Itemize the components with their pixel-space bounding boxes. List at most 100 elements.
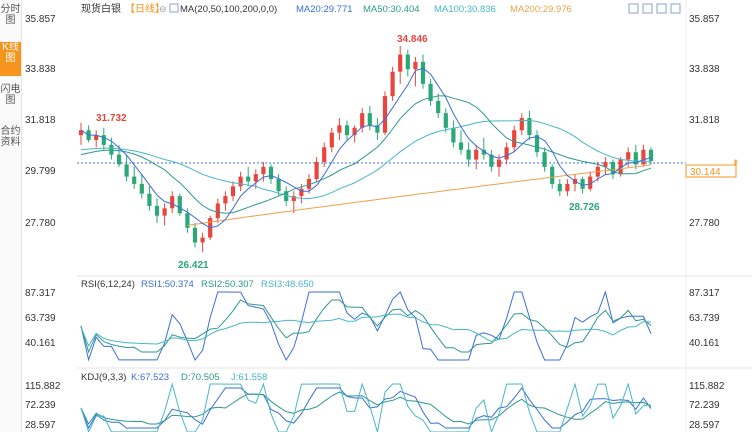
candle[interactable] [466, 149, 471, 160]
candle[interactable] [352, 127, 357, 136]
candle[interactable] [648, 149, 654, 161]
layout-icon[interactable] [642, 3, 653, 14]
candle[interactable] [223, 196, 228, 204]
tab-kline-chart[interactable]: K线图 [0, 42, 21, 76]
candle[interactable] [603, 161, 608, 167]
annotation-left-high: 31.732 [96, 113, 127, 124]
candle[interactable] [618, 159, 623, 175]
candle[interactable] [367, 113, 372, 126]
candle[interactable] [641, 149, 646, 165]
candle[interactable] [116, 154, 122, 165]
period-dropdown-icon[interactable]: ⊖ [159, 4, 167, 14]
candle[interactable] [390, 71, 395, 97]
price-tick-right: 27.780 [689, 218, 720, 229]
rsi-tick-right: 40.161 [689, 338, 720, 349]
candle[interactable] [154, 205, 160, 216]
settings-icon[interactable] [670, 3, 681, 14]
fullscreen-icon[interactable] [628, 3, 639, 14]
candle[interactable] [580, 179, 585, 189]
candle[interactable] [436, 100, 441, 114]
candle[interactable] [322, 147, 327, 162]
kdj-j-value: J:61.558 [231, 372, 267, 383]
price-tick-right: 35.857 [689, 14, 720, 25]
candle[interactable] [253, 174, 258, 182]
ma-label: MA(20,50,100,200,0,0) [180, 4, 277, 15]
candle[interactable] [565, 183, 570, 192]
candle[interactable] [337, 125, 342, 133]
candle[interactable] [398, 54, 403, 72]
kdj-d-value: D:70.505 [181, 372, 220, 383]
candle[interactable] [299, 188, 304, 197]
candle[interactable] [633, 152, 638, 165]
rsi-title: RSI(6,12,24) [81, 279, 135, 290]
kline-chart[interactable]: 现货白银 【日线】 ⊖ MA(20,50,100,200,0,0) MA20:2… [21, 0, 752, 432]
rsi-tick-right: 63.739 [689, 313, 720, 324]
candle[interactable] [474, 149, 479, 160]
candle[interactable] [329, 132, 334, 148]
candle[interactable] [94, 135, 99, 140]
candle[interactable] [443, 113, 448, 128]
candle[interactable] [314, 161, 319, 180]
candle[interactable] [132, 176, 137, 184]
tab-flash-chart[interactable]: 闪电图 [0, 84, 21, 106]
candle[interactable] [557, 183, 562, 192]
candle[interactable] [428, 83, 433, 101]
candle[interactable] [162, 208, 167, 216]
candle[interactable] [382, 96, 388, 133]
candle[interactable] [527, 118, 532, 136]
candle[interactable] [588, 176, 593, 189]
candle[interactable] [284, 191, 289, 201]
candle[interactable] [360, 113, 365, 128]
rsi-tick-left: 63.739 [25, 313, 56, 324]
price-tick-left: 27.780 [25, 218, 56, 229]
candle[interactable] [306, 179, 312, 189]
candle[interactable] [200, 237, 205, 243]
candle[interactable] [268, 166, 274, 180]
candle[interactable] [344, 125, 350, 136]
candle[interactable] [261, 166, 266, 175]
candle[interactable] [124, 164, 129, 177]
candle[interactable] [504, 147, 509, 160]
candle[interactable] [230, 186, 236, 197]
candle[interactable] [458, 142, 464, 150]
candle[interactable] [177, 196, 182, 214]
kdj-tick-left: 115.882 [25, 381, 61, 392]
candle[interactable] [542, 152, 547, 167]
price-tick-left: 33.838 [25, 64, 56, 75]
candle[interactable] [451, 127, 456, 143]
candle[interactable] [610, 161, 616, 175]
candle[interactable] [519, 118, 524, 131]
candle[interactable] [185, 213, 190, 228]
candle[interactable] [78, 130, 84, 136]
candle[interactable] [496, 159, 502, 167]
candle[interactable] [550, 166, 555, 184]
candle[interactable] [276, 179, 281, 192]
price-tick-left: 35.857 [25, 14, 56, 25]
candle[interactable] [215, 203, 220, 219]
candle[interactable] [420, 61, 426, 84]
candle[interactable] [626, 152, 631, 160]
candle[interactable] [170, 196, 175, 209]
candle[interactable] [101, 135, 106, 145]
candle[interactable] [413, 61, 418, 70]
tab-minute-chart[interactable]: 分时图 [0, 4, 21, 26]
kdj-tick-right: 115.882 [689, 381, 725, 392]
period-selector[interactable]: 【日线】 [125, 2, 165, 15]
candle[interactable] [405, 54, 410, 70]
candle[interactable] [534, 135, 540, 153]
indicator-icon[interactable] [656, 3, 667, 14]
candle[interactable] [147, 193, 152, 206]
candle[interactable] [246, 176, 251, 182]
candle[interactable] [192, 227, 198, 243]
candle[interactable] [238, 176, 243, 187]
candle[interactable] [375, 125, 380, 133]
candle[interactable] [139, 183, 144, 194]
candle[interactable] [291, 196, 296, 201]
candle[interactable] [481, 149, 486, 155]
candle[interactable] [489, 154, 494, 167]
ma50-value: MA50:30.404 [363, 4, 420, 15]
tab-contract-info[interactable]: 合约资料 [0, 126, 21, 148]
candle[interactable] [512, 130, 517, 148]
rsi-tick-left: 40.161 [25, 338, 56, 349]
ma-settings-icon[interactable] [169, 3, 179, 13]
